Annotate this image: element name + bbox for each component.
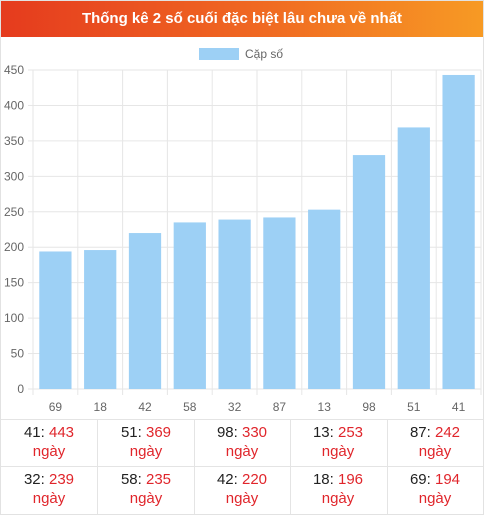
x-tick-label: 41 [452, 400, 466, 414]
x-tick-label: 51 [407, 400, 421, 414]
stat-unit: ngày [32, 490, 66, 507]
stat-number: 18: [312, 471, 338, 488]
bar [263, 217, 296, 389]
stats-divider [1, 419, 483, 420]
stats-grid: 41: 443 ngày 51: 369 ngày 98: 330 ngày 13: 253… [1, 419, 483, 514]
y-tick-label: 400 [4, 98, 24, 112]
stat-cell: 32: 239 ngày [4, 467, 94, 514]
y-tick-label: 350 [4, 134, 24, 148]
stat-number: 98: [216, 424, 242, 441]
stat-number: 13: [312, 424, 338, 441]
bar [352, 155, 386, 389]
bar [128, 233, 162, 389]
stat-number: 42: [216, 471, 242, 488]
stat-cell: 58: 235 ngày [101, 467, 191, 514]
page-title: Thống kê 2 số cuối đặc biệt lâu chưa về … [1, 1, 483, 37]
stat-number: 32: [23, 471, 49, 488]
stat-number: 69: [409, 471, 435, 488]
stat-days: 194 [435, 471, 461, 488]
stat-cell: 98: 330 ngày [197, 420, 287, 467]
bar [397, 127, 430, 390]
y-tick-label: 50 [11, 347, 25, 361]
stat-cell: 51: 369 ngày [101, 420, 191, 467]
chart-area: Cặp số 0 50 100 150 200 250 300 350 400 450 69 18 42 5… [1, 37, 483, 419]
x-tick-label: 42 [138, 400, 152, 414]
x-tick-label: 69 [49, 400, 63, 414]
stat-days: 443 [49, 424, 75, 441]
y-tick-label: 300 [4, 169, 24, 183]
bar-chart: Cặp số 0 50 100 150 200 250 300 350 400 450 69 18 42 5… [4, 47, 482, 414]
stat-days: 239 [49, 471, 75, 488]
stat-unit: ngày [321, 490, 355, 507]
bar [39, 251, 72, 389]
y-tick-label: 150 [4, 276, 24, 290]
x-tick-label: 32 [228, 400, 242, 414]
legend-swatch [199, 48, 239, 60]
stat-cell: 87: 242 ngày [390, 420, 480, 467]
stat-cell: 69: 194 ngày [390, 467, 480, 514]
stats-divider [1, 466, 483, 467]
y-tick-label: 200 [4, 240, 24, 254]
y-tick-label: 450 [4, 63, 24, 77]
stat-unit: ngày [225, 490, 259, 507]
stat-cell: 18: 196 ngày [293, 467, 383, 514]
stat-number: 87: [409, 424, 435, 441]
y-tick-label: 100 [4, 311, 24, 325]
y-tick-label: 0 [17, 382, 24, 396]
x-tick-label: 87 [273, 400, 287, 414]
stat-days: 220 [242, 471, 268, 488]
stat-unit: ngày [321, 443, 355, 460]
stat-days: 196 [338, 471, 364, 488]
x-tick-label: 98 [362, 400, 376, 414]
stat-unit: ngày [129, 443, 163, 460]
bar [218, 219, 251, 389]
stat-number: 51: [120, 424, 146, 441]
stat-unit: ngày [32, 443, 66, 460]
bar [173, 222, 206, 389]
x-tick-label: 18 [94, 400, 108, 414]
stat-unit: ngày [418, 490, 452, 507]
stat-days: 369 [146, 424, 172, 441]
stat-cell: 42: 220 ngày [197, 467, 287, 514]
x-tick-label: 13 [318, 400, 332, 414]
stat-number: 58: [120, 471, 146, 488]
stat-days: 235 [146, 471, 172, 488]
stat-days: 242 [435, 424, 461, 441]
stat-days: 253 [338, 424, 364, 441]
bar [308, 209, 341, 389]
x-tick-label: 58 [183, 400, 197, 414]
bar [442, 74, 475, 389]
bar [84, 250, 117, 389]
stat-unit: ngày [129, 490, 163, 507]
stat-number: 41: [23, 424, 49, 441]
stat-days: 330 [242, 424, 268, 441]
stat-cell: 13: 253 ngày [293, 420, 383, 467]
stat-unit: ngày [418, 443, 452, 460]
legend-label: Cặp số [245, 47, 283, 61]
stat-unit: ngày [225, 443, 259, 460]
y-tick-label: 250 [4, 205, 24, 219]
stat-cell: 41: 443 ngày [4, 420, 94, 467]
